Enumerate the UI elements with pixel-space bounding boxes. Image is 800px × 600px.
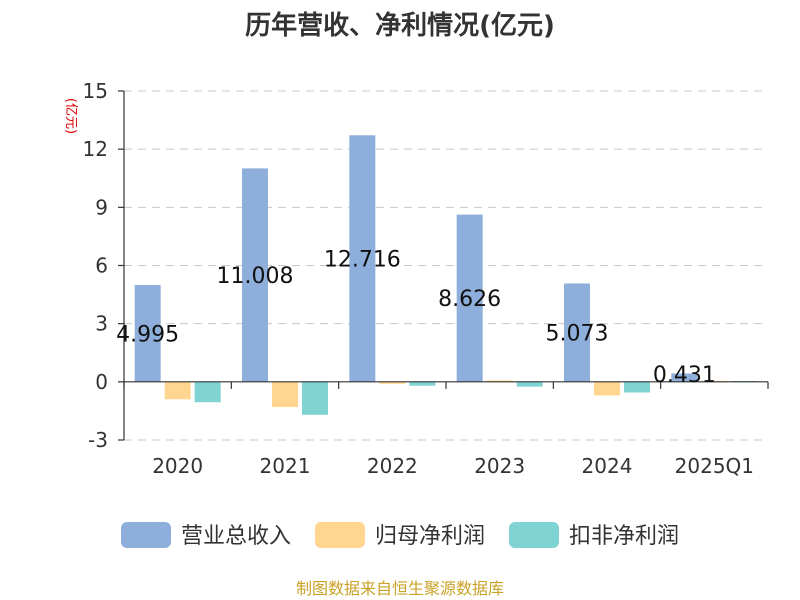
legend-label: 营业总收入 xyxy=(181,524,291,549)
source-note: 制图数据来自恒生聚源数据库 xyxy=(296,579,504,598)
bar-归母净利润[interactable] xyxy=(164,381,191,400)
bar-扣非净利润[interactable] xyxy=(516,381,543,387)
bar-营业总收入[interactable] xyxy=(564,283,590,382)
data-label: 8.626 xyxy=(438,287,501,312)
x-tick-label: 2023 xyxy=(474,454,525,478)
data-label: 4.995 xyxy=(116,322,179,347)
legend-label: 归母净利润 xyxy=(375,524,485,549)
legend-item[interactable]: 营业总收入 xyxy=(121,522,291,549)
legend-swatch xyxy=(315,522,365,548)
data-label: 5.073 xyxy=(546,322,609,347)
x-tick-label: 2025Q1 xyxy=(675,454,754,478)
axes: -3 0 3 6 9 12 15 2020 2021 2022 2023 2024 2025Q1 xyxy=(83,79,769,478)
legend-label: 扣非净利润 xyxy=(569,524,679,549)
legend-swatch xyxy=(509,522,559,548)
bar-扣非净利润[interactable] xyxy=(409,381,436,386)
bar-扣非净利润[interactable] xyxy=(194,381,221,403)
legend-item[interactable]: 归母净利润 xyxy=(315,522,485,549)
x-tick-label: 2020 xyxy=(152,454,203,478)
bar-归母净利润[interactable] xyxy=(486,380,513,382)
data-label: 0.431 xyxy=(653,363,716,388)
y-tick-label: 3 xyxy=(95,312,108,336)
y-axis-unit-label: (亿元) xyxy=(63,98,78,134)
data-label: 12.716 xyxy=(324,248,401,273)
bar-营业总收入[interactable] xyxy=(671,373,698,382)
bars xyxy=(134,135,758,415)
data-labels: 4.995 11.008 12.716 8.626 5.073 0.431 xyxy=(116,248,716,388)
legend[interactable]: 营业总收入 归母净利润 扣非净利润 xyxy=(121,522,679,549)
y-tick-label: 6 xyxy=(95,254,108,278)
y-tick-label: 15 xyxy=(83,79,108,103)
y-tick-label: -3 xyxy=(88,428,108,452)
bar-扣非净利润[interactable] xyxy=(302,381,328,415)
y-tick-label: 9 xyxy=(95,195,108,219)
y-tick-label: 12 xyxy=(83,137,108,161)
x-tick-label: 2024 xyxy=(582,454,633,478)
legend-item[interactable]: 扣非净利润 xyxy=(509,522,679,549)
bar-营业总收入[interactable] xyxy=(349,135,376,382)
bar-归母净利润[interactable] xyxy=(594,381,620,396)
data-label: 11.008 xyxy=(217,264,294,289)
y-tick-label: 0 xyxy=(95,370,108,394)
bar-扣非净利润[interactable] xyxy=(624,381,650,393)
x-tick-label: 2022 xyxy=(367,454,418,478)
gridlines xyxy=(124,90,768,441)
chart-title: 历年营收、净利情况(亿元) xyxy=(245,10,555,41)
bar-营业总收入[interactable] xyxy=(134,284,161,382)
legend-swatch xyxy=(121,522,171,548)
bar-营业总收入[interactable] xyxy=(456,214,483,382)
bar-营业总收入[interactable] xyxy=(242,168,268,382)
x-tick-label: 2021 xyxy=(260,454,311,478)
bar-归母净利润[interactable] xyxy=(272,381,298,408)
bar-归母净利润[interactable] xyxy=(379,381,406,384)
